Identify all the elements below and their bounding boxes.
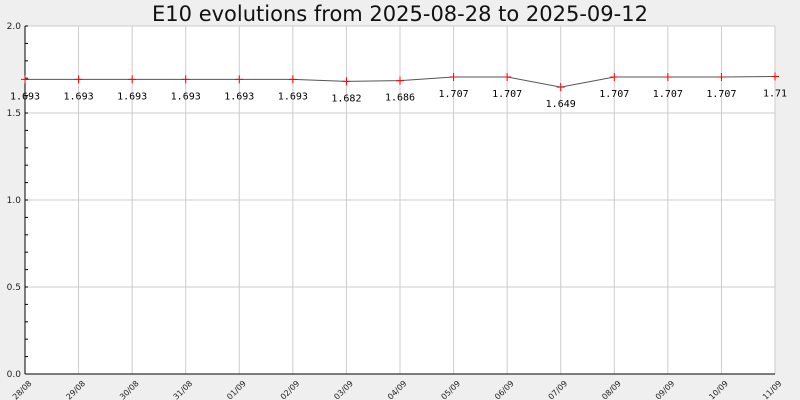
data-point-marker bbox=[556, 83, 565, 92]
data-point-marker bbox=[503, 72, 512, 81]
data-label: 1.707 bbox=[653, 89, 683, 100]
data-label: 1.693 bbox=[10, 91, 40, 102]
x-tick-label: 05/09 bbox=[439, 379, 462, 400]
data-point-marker bbox=[396, 76, 404, 85]
x-tick-label: 31/08 bbox=[172, 379, 195, 400]
data-label: 1.71 bbox=[763, 88, 787, 99]
y-tick-label: 2.0 bbox=[7, 22, 22, 32]
x-tick-label: 07/09 bbox=[547, 379, 570, 400]
x-tick-label: 01/09 bbox=[225, 379, 248, 400]
y-tick-label: 0.0 bbox=[7, 370, 22, 380]
chart-title: E10 evolutions from 2025-08-28 to 2025-0… bbox=[152, 2, 648, 26]
data-point-marker bbox=[128, 75, 137, 84]
y-tick-label: 1.5 bbox=[7, 109, 21, 119]
data-point-marker bbox=[235, 75, 244, 84]
data-point-marker bbox=[74, 75, 83, 84]
data-label: 1.682 bbox=[331, 93, 361, 104]
data-point-marker bbox=[21, 75, 29, 84]
x-tick-label: 30/08 bbox=[118, 379, 141, 400]
data-label: 1.649 bbox=[546, 99, 576, 110]
x-tick-label: 02/09 bbox=[279, 379, 302, 400]
x-tick-label: 29/08 bbox=[64, 379, 87, 400]
x-tick-label: 08/09 bbox=[600, 379, 623, 400]
data-point-marker bbox=[771, 72, 779, 81]
y-tick-label: 1.0 bbox=[7, 196, 22, 206]
x-tick-label: 03/09 bbox=[332, 379, 355, 400]
data-point-marker bbox=[181, 75, 190, 84]
data-label: 1.686 bbox=[385, 93, 415, 104]
data-point-marker bbox=[342, 77, 351, 86]
data-label: 1.707 bbox=[439, 89, 469, 100]
data-point-marker bbox=[449, 72, 458, 81]
data-point-marker bbox=[663, 72, 672, 81]
data-label: 1.693 bbox=[64, 91, 94, 102]
y-tick-label: 0.5 bbox=[7, 283, 21, 293]
data-label: 1.693 bbox=[117, 91, 147, 102]
data-point-marker bbox=[288, 75, 297, 84]
data-label: 1.707 bbox=[599, 89, 629, 100]
x-tick-label: 10/09 bbox=[707, 379, 730, 400]
data-label: 1.707 bbox=[492, 89, 522, 100]
x-tick-label: 11/09 bbox=[761, 379, 784, 400]
data-label: 1.693 bbox=[278, 91, 308, 102]
data-label: 1.707 bbox=[706, 89, 736, 100]
x-tick-label: 09/09 bbox=[654, 379, 677, 400]
data-point-marker bbox=[717, 72, 726, 81]
data-label: 1.693 bbox=[171, 91, 201, 102]
data-point-marker bbox=[610, 72, 619, 81]
x-tick-label: 04/09 bbox=[386, 379, 409, 400]
x-tick-label: 06/09 bbox=[493, 379, 516, 400]
x-tick-label: 28/08 bbox=[11, 379, 34, 400]
data-label: 1.693 bbox=[224, 91, 254, 102]
